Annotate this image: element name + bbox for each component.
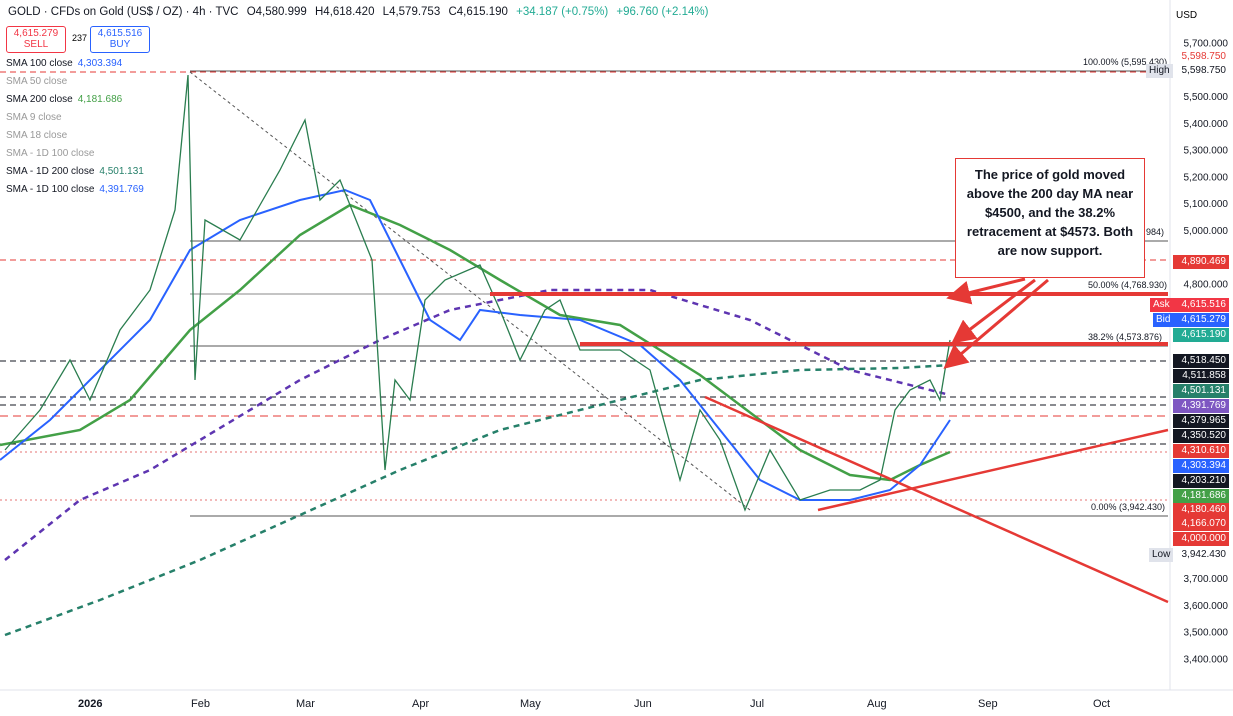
price-tick-label: 5,400.000 <box>1184 119 1229 130</box>
price-tick-label: 5,500.000 <box>1184 92 1229 103</box>
legend-row: SMA 100 close 4,303.394 <box>6 58 122 69</box>
purple-dashed-ma <box>4 288 951 561</box>
sell-button[interactable]: 4,615.279 SELL <box>6 26 66 53</box>
price-tag-prefix: Bid <box>1153 313 1174 327</box>
fib-label: 984) <box>1146 227 1165 237</box>
legend-name: SMA 18 close <box>6 130 68 141</box>
price-tick-label: 5,700.000 <box>1184 39 1229 50</box>
price-tag: 4,350.520 <box>1173 429 1229 443</box>
fib-label: 50.00% (4,768.930) <box>1088 280 1168 290</box>
legend-name: SMA - 1D 200 close <box>6 166 95 177</box>
legend-name: SMA 50 close <box>6 76 68 87</box>
sell-label: SELL <box>23 39 49 50</box>
legend-name: SMA - 1D 100 close <box>6 148 95 159</box>
time-label: Mar <box>296 698 315 710</box>
arrows <box>943 277 1049 369</box>
price-tag: 4,310.610 <box>1173 444 1229 458</box>
price-tag: 4,166.070 <box>1173 517 1229 531</box>
price-tag: 4,180.460 <box>1173 503 1229 517</box>
time-label: Jun <box>634 698 652 710</box>
price-tag-prefix: Low <box>1149 548 1174 562</box>
legend-name: SMA 200 close <box>6 94 73 105</box>
legend-value: 4,501.131 <box>99 166 144 177</box>
change: +34.187 (+0.75%) <box>516 6 609 18</box>
trend-lines <box>704 395 1169 604</box>
time-label: Apr <box>412 698 430 710</box>
price-tick-label: 3,500.000 <box>1184 628 1229 639</box>
time-label: May <box>520 698 541 710</box>
price-tag-prefix: Ask <box>1150 298 1173 312</box>
buy-label: BUY <box>109 39 131 50</box>
time-label: Sep <box>978 698 998 710</box>
legend-value: 4,181.686 <box>77 94 123 105</box>
price-tick-label: 3,400.000 <box>1184 654 1229 665</box>
time-label: Jul <box>750 698 765 710</box>
close: C4,615.190 <box>448 6 508 18</box>
legend-row: SMA 18 close <box>6 130 72 141</box>
price-tag: 3,942.430 <box>1173 548 1229 562</box>
time-label: 2026 <box>78 698 103 710</box>
annotation: The price of gold moved above the 200 da… <box>955 158 1145 278</box>
price-tag: 4,181.686 <box>1173 489 1229 503</box>
price-tick-label: 5,200.000 <box>1184 172 1229 183</box>
legend-row: SMA - 1D 200 close 4,501.131 <box>6 166 144 177</box>
buy-button[interactable]: 4,615.516 BUY <box>90 26 150 53</box>
time-label: Oct <box>1093 698 1111 710</box>
price-tag: 4,518.450 <box>1173 354 1229 368</box>
time-label: Feb <box>191 698 210 710</box>
price-tick-label: 3,700.000 <box>1184 574 1229 585</box>
low: L4,579.753 <box>382 6 441 18</box>
open: O4,580.999 <box>246 6 307 18</box>
price-tag: 4,511.858 <box>1173 369 1229 383</box>
price-tag: 4,615.516 <box>1173 298 1229 312</box>
change2: +96.760 (+2.14%) <box>616 6 709 18</box>
price-tag: 4,303.394 <box>1173 459 1229 473</box>
price-tag: 4,000.000 <box>1173 532 1229 546</box>
legend-name: SMA 9 close <box>6 112 62 123</box>
price-tag: 4,501.131 <box>1173 384 1229 398</box>
price-ticks: 5,700.000 5,500.000 5,400.000 5,300.000 5,20… <box>1184 39 1229 666</box>
legend-row: SMA 50 close <box>6 76 72 87</box>
blue-ma <box>0 188 951 501</box>
price-tag: 4,615.279 <box>1173 313 1229 327</box>
legend-row: SMA 9 close <box>6 112 67 123</box>
price-tick-label: 5,000.000 <box>1184 226 1229 237</box>
price-tick-label: 4,800.000 <box>1184 280 1229 291</box>
symbol: GOLD · CFDs on Gold (US$ / OZ) · 4h · TV… <box>8 6 239 18</box>
price-tag: 5,598.750 <box>1173 50 1229 64</box>
fib-label: 38.2% (4,573.876) <box>1088 332 1163 342</box>
price-tag: 4,890.469 <box>1173 255 1229 269</box>
legend-name: SMA 100 close <box>6 58 73 69</box>
sell-price: 4,615.279 <box>13 28 59 39</box>
legend-name: SMA - 1D 100 close <box>6 184 95 195</box>
legend-row: SMA - 1D 100 close 4,391.769 <box>6 184 144 195</box>
price-tag: 4,379.965 <box>1173 414 1229 428</box>
price-line <box>4 74 951 512</box>
header: GOLD · CFDs on Gold (US$ / OZ) · 4h · TV… <box>8 6 713 18</box>
buy-price: 4,615.516 <box>97 28 143 39</box>
fib-label: 100.00% (5,595.430) <box>1083 57 1168 67</box>
fib-label: 0.00% (3,942.430) <box>1091 502 1166 512</box>
price-tick-label: 5,100.000 <box>1184 199 1229 210</box>
price-tick-label: 3,600.000 <box>1184 601 1229 612</box>
price-tag: 4,391.769 <box>1173 399 1229 413</box>
spread: 237 <box>72 33 88 43</box>
price-tag: 4,203.210 <box>1173 474 1229 488</box>
price-tag: 4,615.190 <box>1173 328 1229 342</box>
price-tag-prefix: High <box>1146 64 1173 78</box>
legend-row: SMA 200 close 4,181.686 <box>6 94 122 105</box>
time-label: Aug <box>867 698 887 710</box>
red-levels <box>490 292 1168 346</box>
currency[interactable]: USD <box>1176 10 1198 21</box>
price-tick-label: 5,300.000 <box>1184 146 1229 157</box>
legend-row: SMA - 1D 100 close <box>6 148 99 159</box>
legend-value: 4,303.394 <box>77 58 123 69</box>
price-tag: 5,598.750 <box>1173 64 1229 78</box>
legend-value: 4,391.769 <box>99 184 144 195</box>
high: H4,618.420 <box>315 6 375 18</box>
